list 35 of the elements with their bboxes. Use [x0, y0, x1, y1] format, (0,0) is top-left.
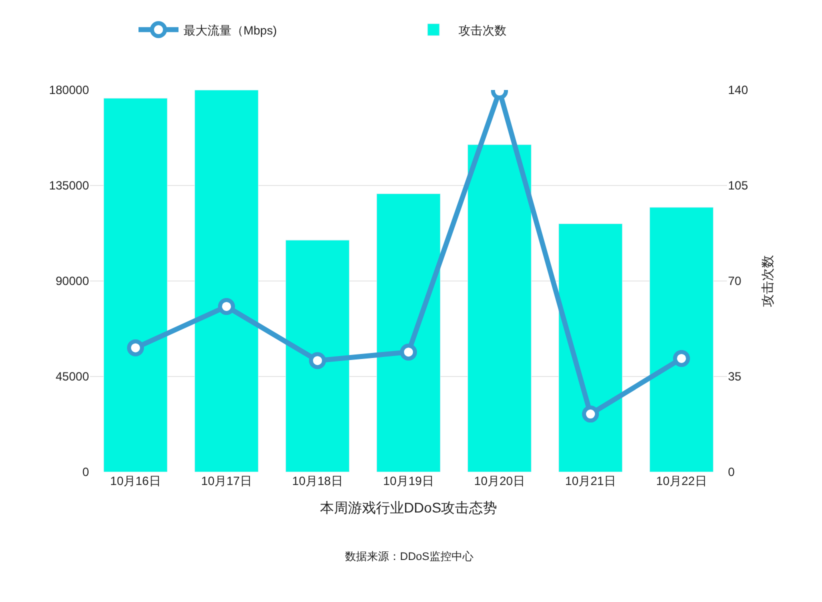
x-tick-label: 10月19日: [383, 474, 434, 488]
x-tick-label: 10月21日: [565, 474, 616, 488]
bar: [103, 98, 168, 472]
bar: [558, 223, 623, 472]
point: [127, 339, 144, 356]
y-tick-label: 135000: [48, 178, 90, 193]
y-tick-label: 90000: [56, 274, 90, 288]
legend-label: 最大流量（Mbps): [184, 23, 277, 38]
bar: [194, 90, 259, 472]
x-tick-label: 10月16日: [110, 474, 161, 488]
point: [309, 352, 326, 370]
bar: [376, 193, 441, 472]
y2-tick-label: 105: [728, 178, 748, 193]
legend-label: 攻击次数: [458, 23, 506, 38]
x-tick-label: 10月18日: [292, 474, 343, 488]
source-note: 数据来源：DDoS监控中心: [345, 550, 474, 563]
point: [582, 406, 599, 423]
x-tick-label: 10月20日: [474, 474, 525, 488]
bar: [285, 240, 350, 472]
x-tick-label: 10月17日: [201, 474, 252, 488]
y2-tick-label: 70: [728, 274, 742, 288]
y-tick-label: 45000: [56, 370, 90, 384]
bar: [649, 207, 714, 472]
x-tick-label: 10月22日: [656, 474, 707, 488]
point: [400, 344, 417, 361]
point: [673, 350, 690, 367]
y2-tick-label: 35: [728, 370, 742, 384]
point: [218, 298, 235, 315]
y2-tick-label: 140: [728, 83, 748, 98]
x-axis-title: 本周游戏行业DDoS攻击态势: [320, 499, 498, 516]
y2-axis-title: 攻击次数: [760, 255, 775, 307]
y-tick-label: 0: [82, 465, 90, 480]
y-tick-label: 180000: [48, 83, 90, 98]
bar: [467, 144, 532, 472]
y2-tick-label: 0: [728, 465, 735, 480]
